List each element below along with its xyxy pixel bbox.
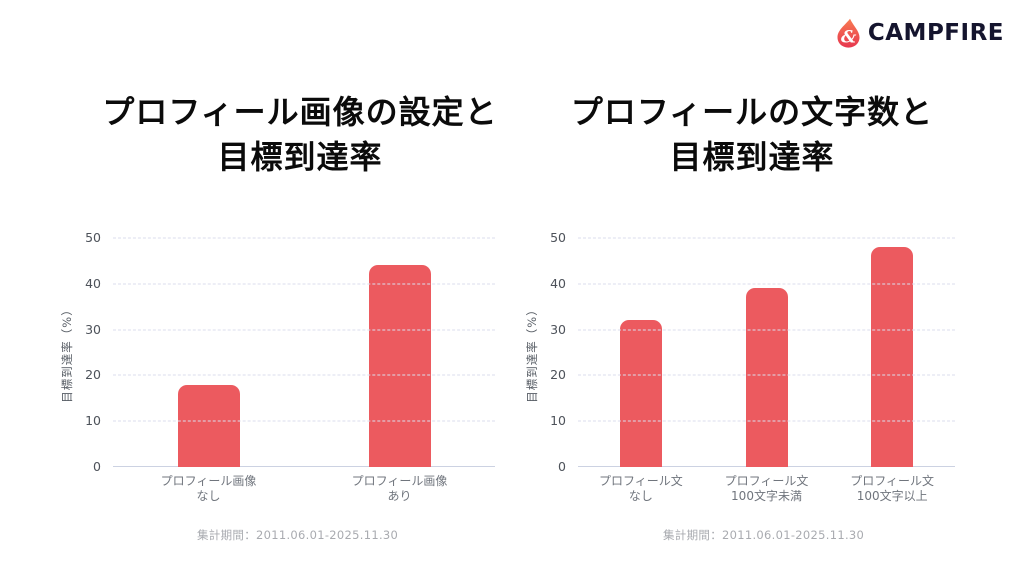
left-chart-title: プロフィール画像の設定と 目標到達率 bbox=[80, 90, 520, 180]
x-axis-line bbox=[113, 466, 495, 467]
x-tick-label: プロフィール文 100文字未満 bbox=[724, 474, 809, 503]
y-tick-label: 0 bbox=[93, 459, 101, 474]
y-tick-label: 10 bbox=[550, 413, 566, 429]
bar-column bbox=[578, 238, 704, 467]
y-tick-label: 20 bbox=[550, 367, 566, 383]
bar-column bbox=[829, 238, 955, 467]
right-chart-title-line2: 目標到達率 bbox=[669, 138, 835, 176]
bars-area bbox=[113, 238, 495, 467]
bar-0 bbox=[619, 320, 662, 467]
bar-2 bbox=[871, 247, 914, 467]
bar-1 bbox=[745, 288, 788, 467]
y-tick-label: 0 bbox=[558, 459, 566, 474]
left-chart-title-line1: プロフィール画像の設定と bbox=[102, 93, 498, 131]
gridline bbox=[113, 283, 495, 285]
y-tick-label: 50 bbox=[85, 230, 101, 245]
bar-column bbox=[113, 238, 304, 467]
bars-area bbox=[578, 238, 955, 467]
y-tick-label: 30 bbox=[85, 321, 101, 337]
gridline bbox=[113, 237, 495, 239]
bar-0 bbox=[177, 384, 240, 467]
campfire-logo: & CAMPFIRE bbox=[836, 18, 1004, 48]
x-axis-labels: プロフィール文 なし プロフィール文 100文字未満 プロフィール文 100文字以上 bbox=[578, 467, 955, 504]
x-tick-label: プロフィール画像 なし bbox=[160, 474, 257, 503]
bar-chart-profile-image: 目標到達率（%） プロフィール画像 なし プロフィール画像 あり 0 10 20 30 40 5… bbox=[60, 231, 495, 503]
y-tick-label: 20 bbox=[85, 367, 101, 383]
right-chart-caption: 集計期間：2011.06.01-2025.11.30 bbox=[663, 528, 865, 542]
gridline bbox=[578, 283, 955, 285]
x-tick-label: プロフィール文 なし bbox=[598, 474, 683, 503]
flame-icon: & bbox=[837, 18, 860, 48]
y-tick-label: 40 bbox=[550, 275, 566, 291]
y-axis-label: 目標到達率（%） bbox=[60, 302, 74, 403]
bar-1 bbox=[368, 265, 431, 467]
gridline bbox=[578, 420, 955, 422]
x-axis-labels: プロフィール画像 なし プロフィール画像 あり bbox=[113, 467, 495, 504]
x-tick-label: プロフィール画像 あり bbox=[351, 474, 448, 503]
bar-column bbox=[704, 238, 830, 467]
x-tick-label: プロフィール文 100文字以上 bbox=[850, 474, 935, 503]
gridline bbox=[113, 329, 495, 331]
left-chart-caption: 集計期間：2011.06.01-2025.11.30 bbox=[197, 528, 399, 542]
y-tick-label: 30 bbox=[550, 321, 566, 337]
y-tick-label: 40 bbox=[85, 275, 101, 291]
gridline bbox=[578, 374, 955, 376]
gridline bbox=[113, 374, 495, 376]
gridline bbox=[578, 329, 955, 331]
right-chart-title: プロフィールの文字数と 目標到達率 bbox=[540, 90, 964, 180]
bar-chart-profile-text-length: 目標到達率（%） プロフィール文 なし プロフィール文 100文字未満 プロフィール文 1… bbox=[525, 231, 955, 503]
y-tick-label: 10 bbox=[85, 413, 101, 429]
gridline bbox=[113, 420, 495, 422]
right-chart-title-line1: プロフィールの文字数と bbox=[570, 93, 934, 131]
y-axis-label: 目標到達率（%） bbox=[525, 302, 539, 403]
bar-column bbox=[304, 238, 495, 467]
left-chart-title-line2: 目標到達率 bbox=[217, 138, 383, 176]
gridline bbox=[578, 237, 955, 239]
brand-wordmark: CAMPFIRE bbox=[867, 20, 1004, 46]
y-tick-label: 50 bbox=[550, 230, 566, 245]
svg-text:&: & bbox=[841, 28, 857, 48]
